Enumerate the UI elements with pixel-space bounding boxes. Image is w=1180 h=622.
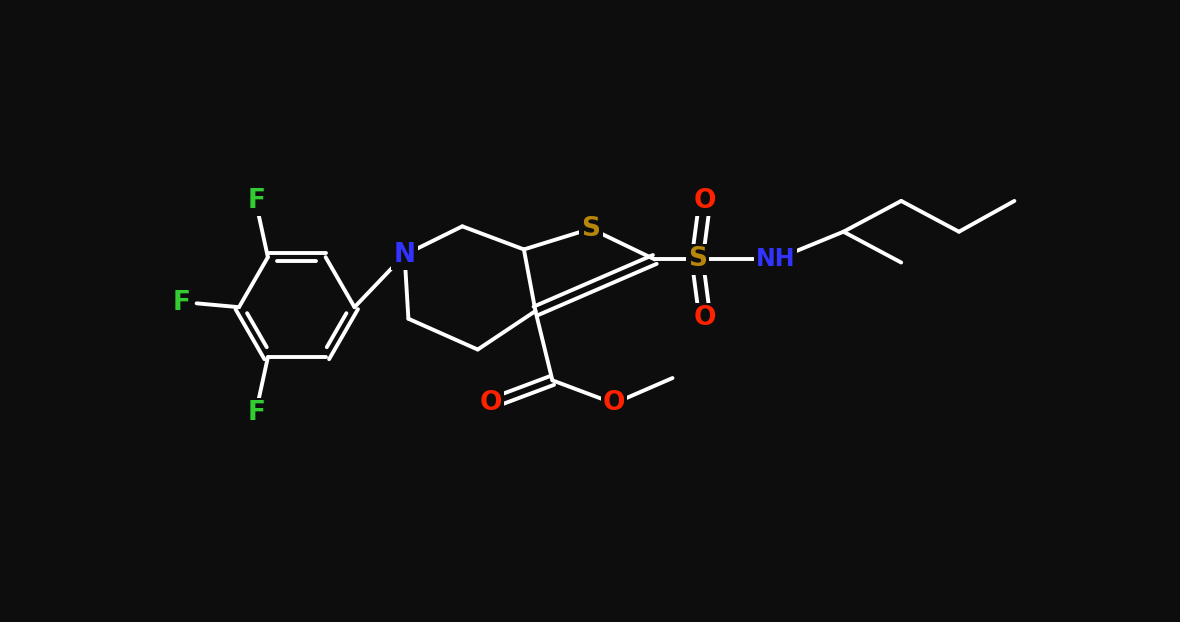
Text: N: N	[394, 242, 415, 268]
Text: O: O	[479, 391, 502, 417]
Text: F: F	[248, 401, 267, 427]
Text: O: O	[694, 188, 716, 214]
Text: O: O	[694, 305, 716, 331]
Text: S: S	[582, 216, 601, 241]
Text: F: F	[172, 290, 190, 315]
Text: O: O	[603, 391, 625, 417]
Text: S: S	[688, 246, 707, 272]
Text: F: F	[248, 188, 267, 214]
Text: NH: NH	[756, 248, 795, 271]
